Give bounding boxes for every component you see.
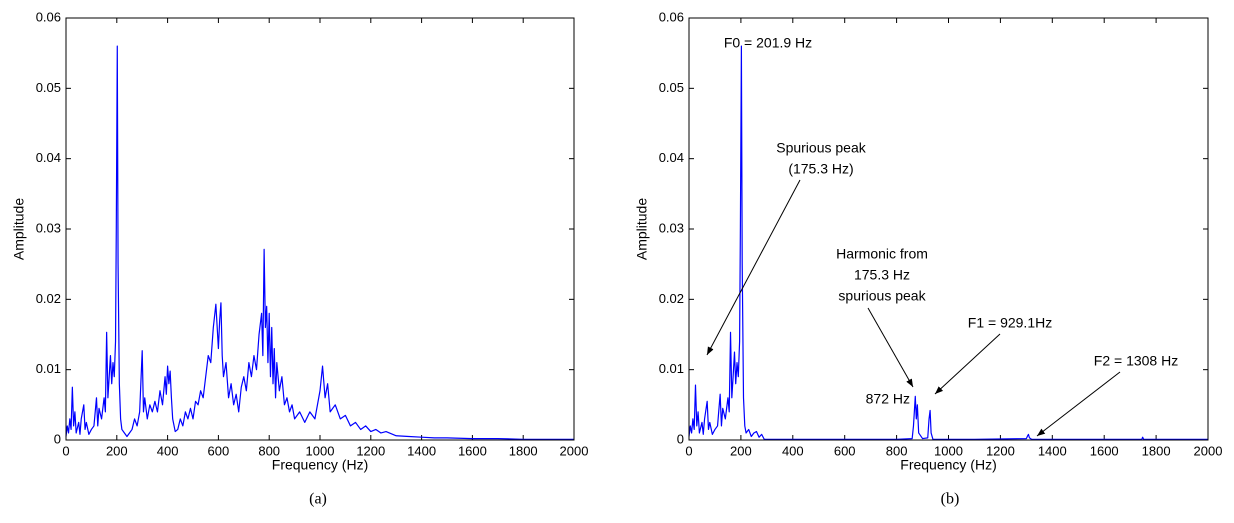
annotation-arrow	[934, 333, 1001, 395]
x-tick-label: 1000	[934, 443, 963, 458]
caption: (a)	[309, 491, 327, 508]
annotation-arrow	[706, 179, 801, 356]
y-axis-title: Amplitude	[634, 198, 650, 260]
x-tick-label: 400	[157, 443, 179, 458]
y-tick-label: 0.06	[36, 9, 61, 24]
caption: (b)	[941, 491, 960, 508]
x-tick-label: 600	[208, 443, 230, 458]
y-tick-label: 0.01	[659, 361, 684, 376]
annotation: spurious peak	[838, 288, 926, 304]
x-tick-label: 1600	[1090, 443, 1119, 458]
y-tick-label: 0.03	[36, 220, 61, 235]
x-tick-label: 1800	[1142, 443, 1171, 458]
x-tick-label: 1200	[356, 443, 385, 458]
annotation: F2 = 1308 Hz	[1094, 353, 1178, 369]
y-tick-label: 0.04	[36, 150, 61, 165]
x-tick-label: 1400	[407, 443, 436, 458]
annotation-arrow	[867, 307, 914, 388]
x-tick-label: 0	[685, 443, 692, 458]
annotation: Harmonic from	[836, 246, 928, 262]
spectrum-line	[65, 45, 574, 440]
x-tick-label: 1200	[986, 443, 1015, 458]
axes-box	[65, 17, 575, 441]
x-tick-label: 800	[886, 443, 908, 458]
y-tick-label: 0	[54, 431, 61, 446]
annotation: 872 Hz	[866, 391, 910, 407]
annotation: (175.3 Hz)	[788, 161, 853, 177]
x-tick-label: 1400	[1038, 443, 1067, 458]
y-tick-label: 0.05	[659, 80, 684, 95]
x-tick-label: 600	[834, 443, 856, 458]
x-tick-label: 2000	[1194, 443, 1223, 458]
y-tick-label: 0.01	[36, 361, 61, 376]
y-axis-title: Amplitude	[11, 198, 27, 260]
y-tick-label: 0.02	[659, 291, 684, 306]
y-tick-label: 0.05	[36, 80, 61, 95]
x-tick-label: 800	[258, 443, 280, 458]
x-tick-label: 400	[782, 443, 804, 458]
y-tick-label: 0.02	[36, 291, 61, 306]
y-tick-label: 0.04	[659, 150, 684, 165]
annotation: Spurious peak	[776, 140, 867, 156]
x-tick-label: 0	[62, 443, 69, 458]
x-tick-label: 1600	[458, 443, 487, 458]
x-tick-label: 1800	[509, 443, 538, 458]
y-tick-label: 0.03	[659, 220, 684, 235]
y-tick-label: 0.06	[659, 9, 684, 24]
x-axis-title: Frequency (Hz)	[272, 457, 368, 473]
x-axis-title: Frequency (Hz)	[900, 457, 996, 473]
annotation-arrow	[1036, 371, 1121, 437]
x-tick-label: 2000	[560, 443, 589, 458]
y-tick-label: 0	[677, 431, 684, 446]
spectrum-line	[688, 45, 1208, 440]
x-tick-label: 200	[730, 443, 752, 458]
axes-box	[688, 17, 1209, 441]
annotation: 175.3 Hz	[854, 267, 910, 283]
x-tick-label: 1000	[306, 443, 335, 458]
x-tick-label: 200	[106, 443, 128, 458]
annotation: F1 = 929.1Hz	[968, 315, 1052, 331]
annotation: F0 = 201.9 Hz	[724, 35, 812, 51]
